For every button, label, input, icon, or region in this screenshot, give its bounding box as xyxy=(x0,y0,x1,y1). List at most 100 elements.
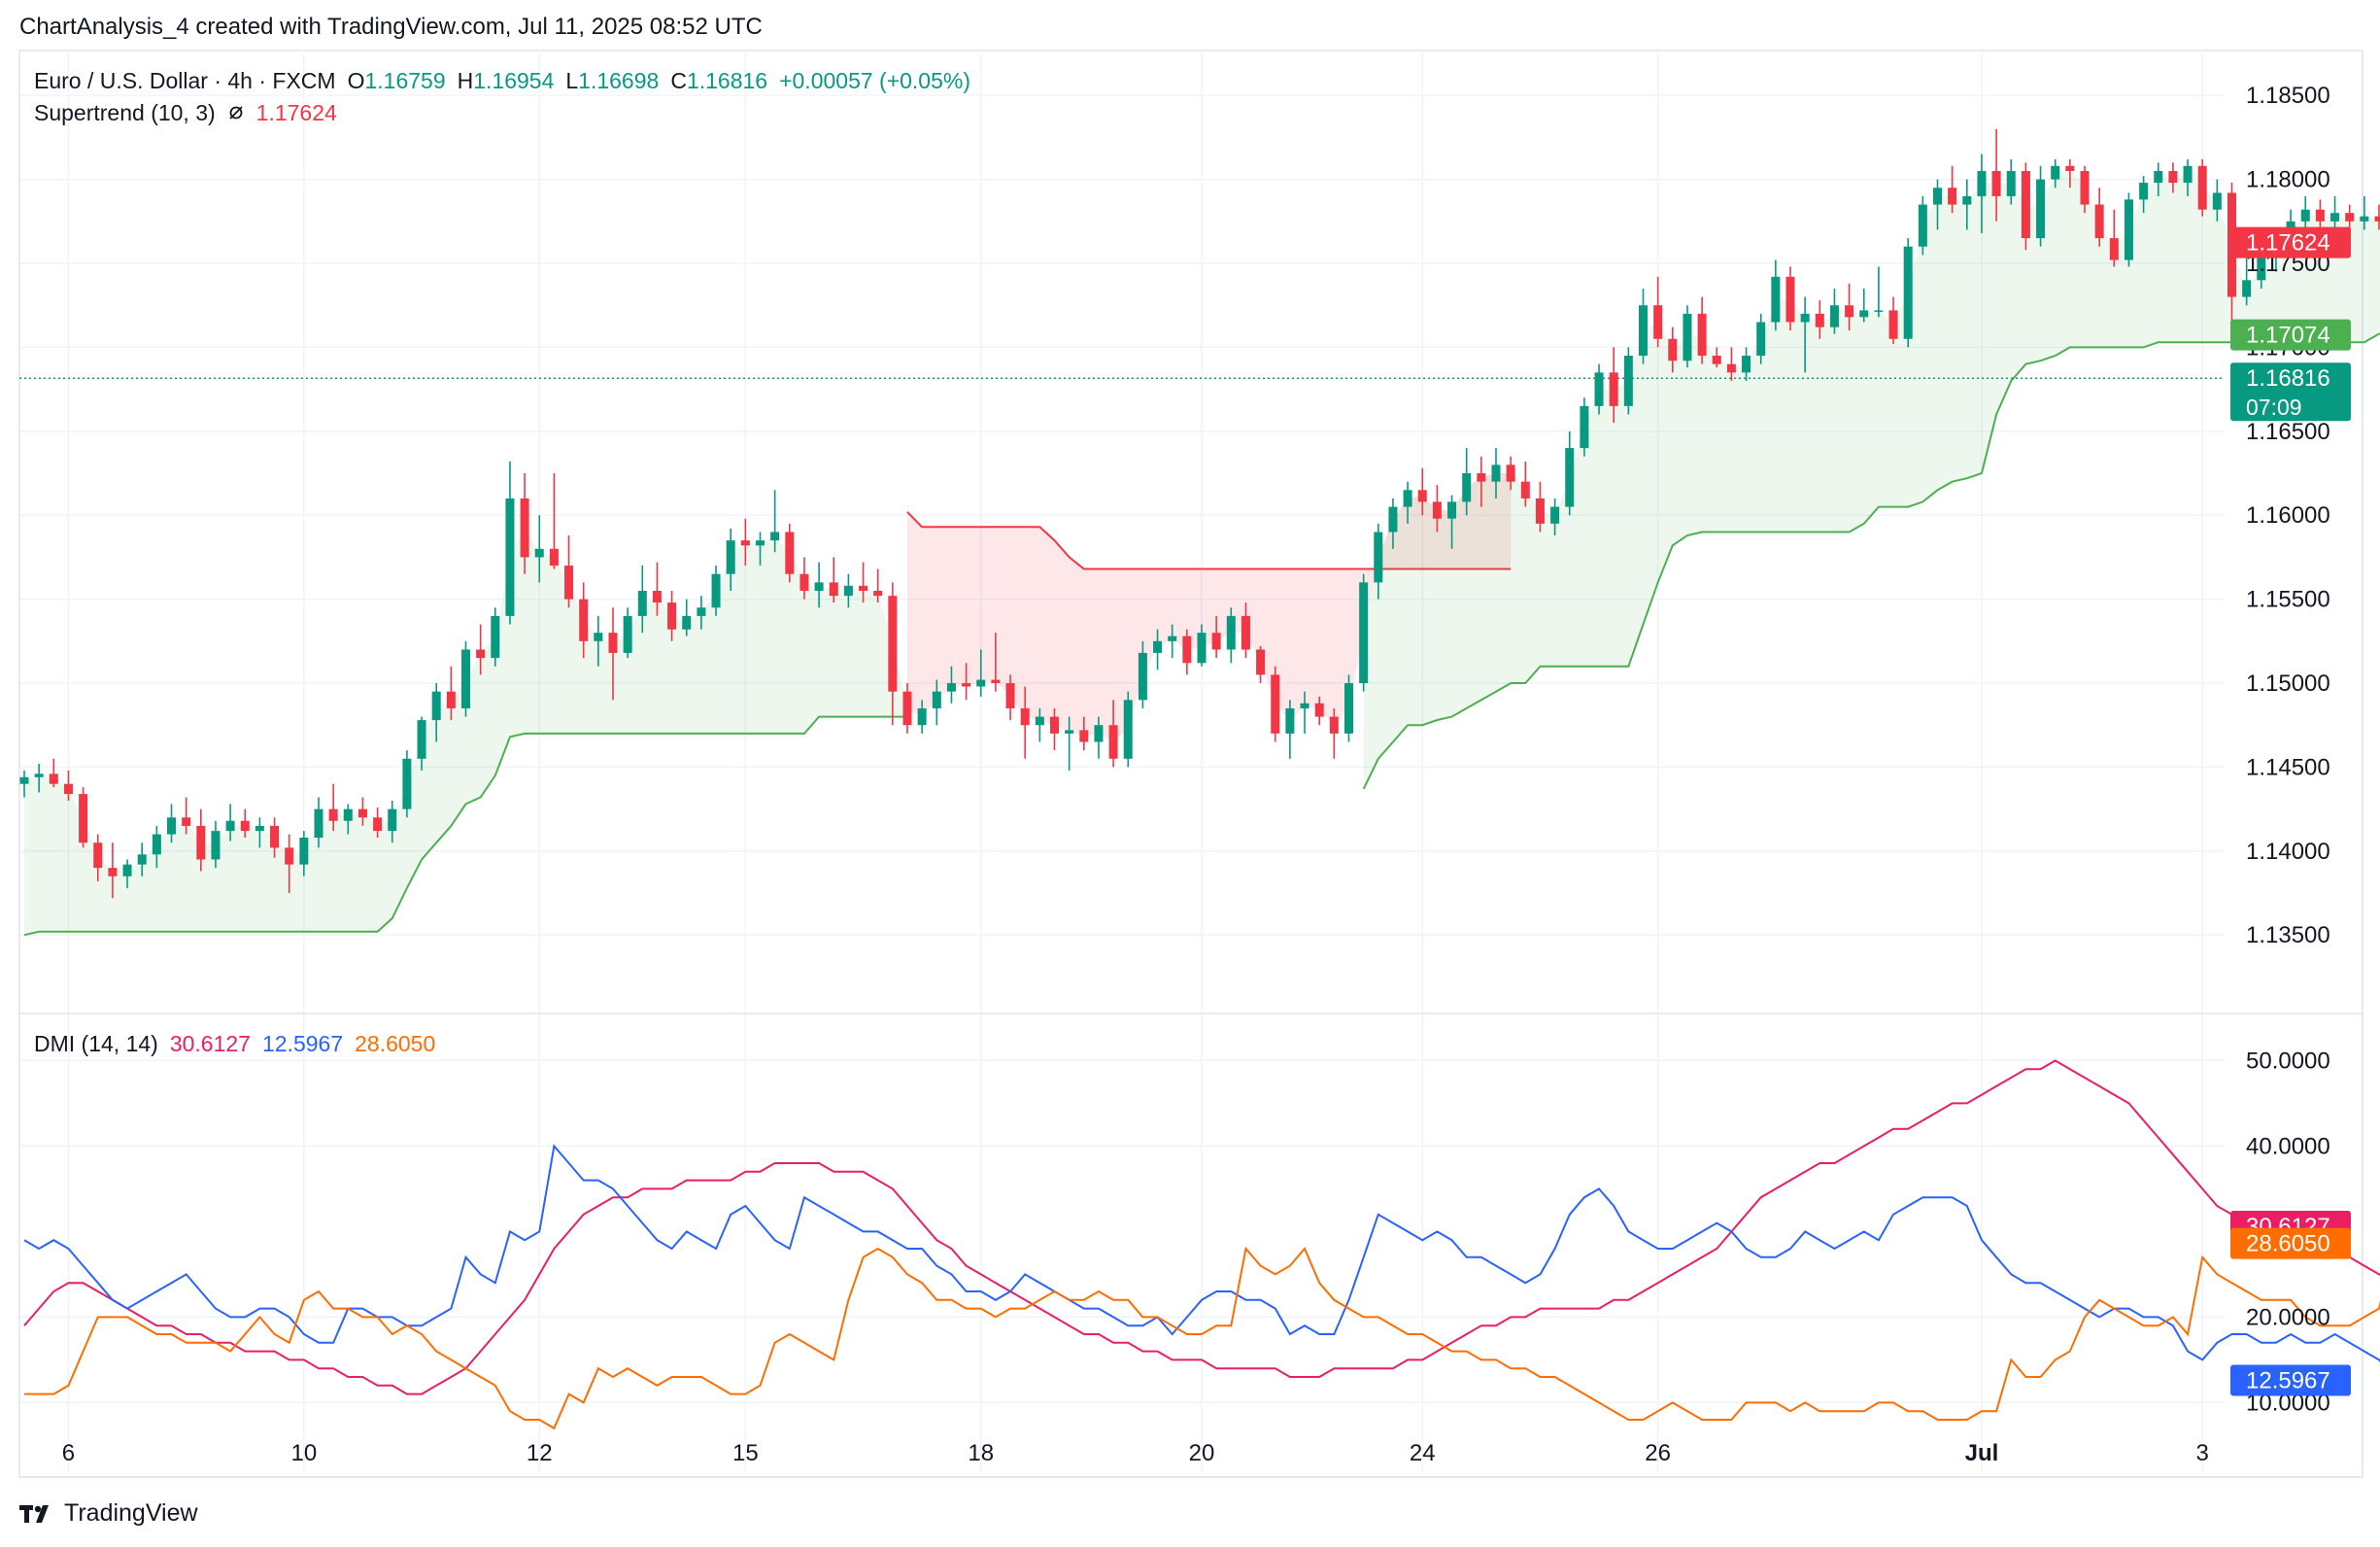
candle xyxy=(1241,602,1250,659)
candle-body xyxy=(137,854,147,865)
price-axis-tick: 1.13500 xyxy=(2246,922,2330,948)
candle-body xyxy=(814,582,824,591)
candle xyxy=(343,804,353,835)
time-axis-tick: 15 xyxy=(732,1440,759,1466)
candle-body xyxy=(1506,464,1515,482)
candle xyxy=(152,825,161,869)
candle-body xyxy=(1005,683,1015,708)
candle-body xyxy=(1241,615,1250,650)
candle-body xyxy=(2360,216,2369,222)
candle-body xyxy=(1712,356,1721,364)
candle xyxy=(461,640,470,717)
candle-body xyxy=(491,615,500,659)
price-axis-tick: 1.14500 xyxy=(2246,754,2330,780)
candle xyxy=(505,461,515,625)
candle xyxy=(1314,696,1324,726)
dmi-axis-label: 12.5967 xyxy=(2230,1364,2351,1396)
candle xyxy=(534,515,544,583)
candle-body xyxy=(946,683,956,692)
candle xyxy=(1168,624,1177,659)
candle xyxy=(1948,165,1957,214)
symbol-legend[interactable]: Euro / U.S. Dollar · 4h · FXCM O1.16759 H1… xyxy=(34,68,970,94)
candle-body xyxy=(2242,280,2252,297)
dmi-name[interactable]: DMI (14, 14) xyxy=(34,1031,158,1056)
candle-body xyxy=(608,633,618,653)
candle-body xyxy=(1065,730,1074,734)
eye-off-icon[interactable] xyxy=(227,101,245,127)
candle xyxy=(1211,615,1221,659)
candle xyxy=(476,624,486,675)
dmi-plus-value: 12.5967 xyxy=(261,1031,344,1056)
candle xyxy=(1388,498,1398,549)
candle-body xyxy=(1653,305,1663,339)
candle-body xyxy=(270,825,280,848)
tradingview-logo-icon xyxy=(19,1503,56,1525)
candle-body xyxy=(770,532,780,541)
candle xyxy=(1756,313,1766,364)
candle-body xyxy=(785,532,795,574)
candle-body xyxy=(1359,582,1369,684)
candle xyxy=(2154,162,2163,196)
candle xyxy=(623,607,632,659)
candle xyxy=(843,573,853,608)
candle-body xyxy=(152,834,161,855)
candle-body xyxy=(1094,725,1104,742)
close-label: C xyxy=(670,68,687,93)
candle-body xyxy=(1314,703,1324,717)
candle xyxy=(594,615,603,667)
candle xyxy=(682,599,692,636)
candles xyxy=(19,128,2380,899)
dmi-minus-value: 28.6050 xyxy=(355,1031,436,1056)
candle-body xyxy=(196,825,206,860)
symbol-name[interactable]: Euro / U.S. Dollar · 4h · FXCM xyxy=(34,68,336,93)
candle xyxy=(740,518,750,567)
candle-body xyxy=(799,573,809,591)
supertrend-legend[interactable]: Supertrend (10, 3) 1.17624 xyxy=(34,100,337,127)
price-axis-label: 1.17624 xyxy=(2230,226,2351,258)
candle xyxy=(932,679,941,726)
candle xyxy=(520,473,529,574)
candle xyxy=(549,473,559,569)
candle-body xyxy=(2197,165,2207,210)
supertrend-name[interactable]: Supertrend (10, 3) xyxy=(34,100,216,125)
candle xyxy=(1256,646,1266,684)
candle xyxy=(1771,259,1781,331)
candle-body xyxy=(1962,195,1972,205)
candle xyxy=(299,831,309,877)
candle-body xyxy=(1462,473,1472,502)
candle-body xyxy=(1800,313,1810,323)
supertrend-line-up xyxy=(1362,332,2380,790)
candle-body xyxy=(1888,310,1898,339)
dmi-axis-label: 28.6050 xyxy=(2230,1227,2351,1259)
candle-body xyxy=(2021,170,2030,239)
candle-body xyxy=(2168,170,2178,184)
candle-body xyxy=(225,820,235,832)
candle xyxy=(1138,640,1147,708)
candle-body xyxy=(2109,238,2119,260)
candle-body xyxy=(667,602,677,630)
candle-body xyxy=(402,758,412,809)
time-axis-tick: 18 xyxy=(968,1440,994,1466)
price-axis-tick: 1.15500 xyxy=(2246,587,2330,613)
candle-body xyxy=(2154,170,2163,184)
candle xyxy=(1491,448,1501,498)
candle-body xyxy=(1374,532,1383,583)
candle-body xyxy=(829,582,838,597)
dmi-legend[interactable]: DMI (14, 14) 30.6127 12.5967 28.6050 xyxy=(34,1031,435,1057)
candle-body xyxy=(1197,633,1207,664)
candle-body xyxy=(1108,725,1118,759)
candle xyxy=(873,568,883,603)
time-axis-tick: 10 xyxy=(290,1440,317,1466)
candle-body xyxy=(1477,473,1486,482)
candle-body xyxy=(1977,170,1987,196)
candle-body xyxy=(2183,165,2193,184)
dmi-lines xyxy=(23,1059,2380,1430)
dmi-axis-tick: 40.0000 xyxy=(2246,1133,2330,1159)
candle xyxy=(1065,716,1074,771)
candle-body xyxy=(1300,703,1309,708)
tradingview-brand[interactable]: TradingView xyxy=(19,1499,198,1528)
time-axis-tick: Jul xyxy=(1965,1440,1999,1466)
candle-body xyxy=(461,649,470,708)
candle-body xyxy=(1020,707,1030,726)
